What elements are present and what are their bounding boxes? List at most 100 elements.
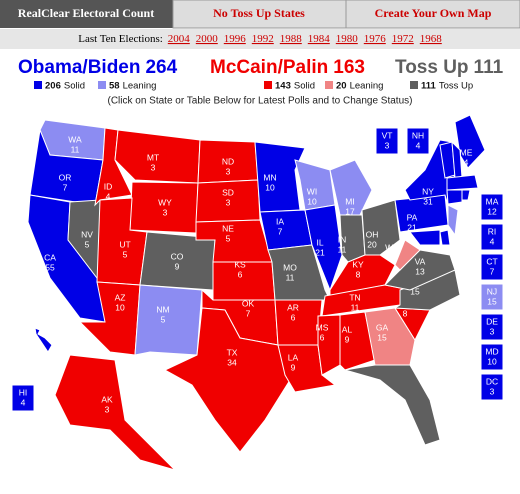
state-ev[interactable]: 9 — [345, 334, 350, 344]
tab-label[interactable]: No Toss Up States — [213, 6, 305, 20]
state-abbr[interactable]: MA — [486, 196, 499, 206]
tab-label[interactable]: Create Your Own Map — [375, 6, 492, 20]
state-ev[interactable]: 8 — [356, 269, 361, 279]
state[interactable] — [254, 141, 306, 213]
state-ev[interactable]: 7 — [490, 266, 495, 276]
state-abbr[interactable]: OR — [59, 172, 72, 182]
state-ev[interactable]: 4 — [490, 236, 495, 246]
state[interactable] — [394, 194, 449, 233]
state-box[interactable] — [480, 253, 504, 281]
tab-active[interactable] — [0, 0, 173, 28]
state-ev[interactable]: 3 — [490, 326, 495, 336]
state-abbr[interactable]: MS — [316, 322, 329, 332]
state-ev[interactable]: 17 — [345, 206, 355, 216]
state-abbr[interactable]: MO — [283, 262, 297, 272]
state-abbr[interactable]: MD — [485, 346, 498, 356]
state-ev[interactable]: 3 — [151, 162, 156, 172]
state-abbr[interactable]: ID — [104, 181, 113, 191]
state-abbr[interactable]: MI — [345, 196, 354, 206]
state-abbr[interactable]: ND — [222, 156, 234, 166]
state-ev[interactable]: 4 — [21, 397, 26, 407]
state[interactable] — [344, 364, 441, 446]
state-abbr[interactable]: IL — [316, 237, 323, 247]
state-abbr[interactable]: NJ — [487, 286, 497, 296]
state-ev[interactable]: 11 — [338, 244, 347, 254]
state-abbr[interactable]: NE — [222, 223, 234, 233]
state-abbr[interactable]: FL — [400, 409, 410, 419]
election-year[interactable]: 1980 — [336, 33, 359, 45]
state-ev[interactable]: 3 — [226, 197, 231, 207]
state-ev[interactable]: 15 — [377, 332, 387, 342]
state[interactable] — [317, 314, 341, 376]
state-ev[interactable]: 55 — [45, 262, 55, 272]
election-year[interactable]: 1996 — [224, 33, 247, 45]
state-ev[interactable]: 6 — [291, 312, 296, 322]
state-abbr[interactable]: UT — [119, 239, 130, 249]
state-ev[interactable]: 20 — [367, 239, 377, 249]
state-ev[interactable]: 21 — [315, 247, 325, 257]
election-year[interactable]: 2004 — [168, 33, 191, 45]
state-abbr[interactable]: CO — [171, 251, 184, 261]
state-ev[interactable]: 7 — [278, 226, 283, 236]
state-ev[interactable]: 3 — [385, 140, 390, 150]
election-year[interactable]: 1992 — [252, 33, 274, 45]
state[interactable] — [339, 311, 376, 371]
state-ev[interactable]: 10 — [307, 196, 317, 206]
state-ev[interactable]: 15 — [487, 296, 497, 306]
state[interactable] — [163, 307, 291, 453]
state[interactable] — [461, 189, 471, 201]
state-ev[interactable]: 11 — [286, 272, 295, 282]
state-ev[interactable]: 7 — [63, 182, 68, 192]
state-abbr[interactable]: CA — [44, 252, 56, 262]
state-ev[interactable]: 5 — [123, 249, 128, 259]
state[interactable] — [54, 354, 177, 472]
state-box[interactable] — [375, 127, 399, 155]
state-ev[interactable]: 12 — [487, 206, 497, 216]
state[interactable] — [114, 129, 201, 184]
state-abbr[interactable]: GA — [376, 322, 389, 332]
state-ev[interactable]: 4 — [106, 191, 111, 201]
state-abbr[interactable]: AL — [342, 324, 353, 334]
state-abbr[interactable]: RI — [488, 226, 497, 236]
state-ev[interactable]: 3 — [105, 404, 110, 414]
state[interactable] — [134, 284, 203, 356]
state-abbr[interactable]: PA — [407, 212, 418, 222]
state-ev[interactable]: 6 — [320, 332, 325, 342]
state-ev[interactable]: 7 — [246, 308, 251, 318]
state-abbr[interactable]: NM — [156, 304, 169, 314]
state-abbr[interactable]: MN — [263, 172, 276, 182]
state-box[interactable] — [480, 223, 504, 251]
state-abbr[interactable]: AZ — [115, 292, 126, 302]
state-ev[interactable]: 8 — [403, 308, 408, 318]
state-abbr[interactable]: DC — [486, 376, 498, 386]
state-ev[interactable]: 9 — [291, 362, 296, 372]
state-ev[interactable]: 9 — [175, 261, 180, 271]
state-box[interactable] — [406, 127, 430, 155]
state-ev[interactable]: 3 — [490, 386, 495, 396]
state-abbr[interactable]: TN — [349, 292, 360, 302]
state-ev[interactable]: 5 — [85, 239, 90, 249]
state-abbr[interactable]: HI — [19, 387, 28, 397]
state[interactable] — [446, 174, 479, 191]
state[interactable] — [409, 229, 441, 246]
state-box[interactable] — [480, 373, 504, 401]
state-abbr[interactable]: WI — [307, 186, 317, 196]
state-abbr[interactable]: OK — [242, 298, 255, 308]
tab[interactable] — [345, 0, 520, 29]
state-box[interactable] — [480, 193, 504, 221]
state-ev[interactable]: 11 — [71, 144, 80, 154]
state[interactable] — [304, 204, 343, 292]
state[interactable] — [439, 229, 451, 246]
election-year[interactable]: 1976 — [364, 33, 387, 45]
state-abbr[interactable]: VA — [415, 256, 426, 266]
tab-label[interactable]: RealClear Electoral Count — [18, 6, 154, 20]
state-abbr[interactable]: IA — [276, 216, 284, 226]
state-ev[interactable]: 10 — [487, 356, 497, 366]
state-abbr[interactable]: WY — [158, 197, 172, 207]
election-year[interactable]: 1988 — [280, 33, 303, 45]
state-box[interactable] — [11, 384, 35, 412]
state-abbr[interactable]: DE — [486, 316, 498, 326]
election-year[interactable]: 1972 — [392, 33, 414, 45]
state-abbr[interactable]: KS — [234, 259, 246, 269]
state-abbr[interactable]: WV — [385, 242, 399, 252]
